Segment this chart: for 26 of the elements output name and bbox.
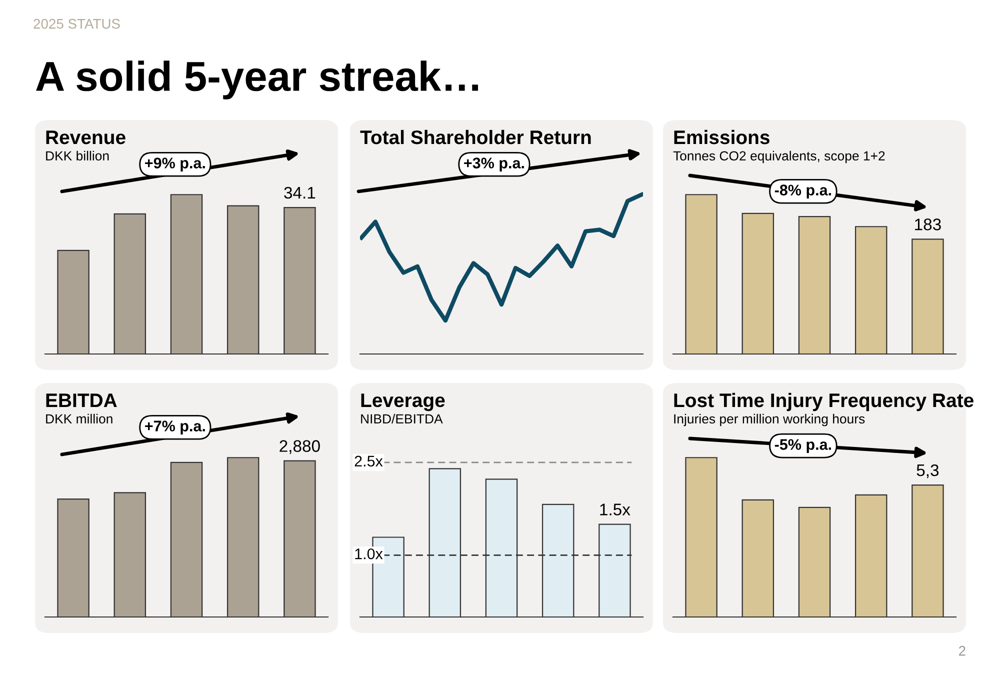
data-label: 5,3	[916, 464, 939, 478]
chart-subtitle: Injuries per million working hours	[674, 414, 865, 426]
text: 2025 STATUS	[34, 18, 120, 29]
data-label: 34.1	[284, 186, 316, 199]
ref-line-label: 2.5x	[354, 456, 383, 467]
data-label: 1.5x	[600, 504, 630, 516]
chart-title: EBITDA	[46, 394, 117, 408]
chart-subtitle: NIBD/EBITDA	[361, 414, 443, 424]
chart-title: Total Shareholder Return	[360, 130, 591, 144]
chart-title: Lost Time Injury Frequency Rate	[674, 392, 974, 412]
text: A solid 5-year streak…	[36, 60, 478, 100]
text: +3% p.a.	[464, 158, 524, 172]
text: +7% p.a.	[145, 420, 205, 434]
data-label: 2,880	[280, 440, 320, 454]
chart-title: Emissions	[674, 130, 770, 144]
chart-subtitle: DKK billion	[46, 150, 109, 161]
chart-subtitle: DKK million	[46, 414, 112, 424]
chart-subtitle: Tonnes CO2 equivalents, scope 1+2	[673, 150, 885, 164]
text: 2	[958, 646, 966, 656]
text: +9% p.a.	[145, 158, 205, 172]
chart-title: Revenue	[46, 130, 126, 144]
data-label: 183	[915, 218, 941, 230]
annotation: -8% p.a.	[774, 184, 831, 199]
text: -5% p.a.	[774, 439, 831, 453]
chart-title: Leverage	[361, 394, 445, 412]
ref-line-label: 1.0x	[355, 548, 383, 560]
